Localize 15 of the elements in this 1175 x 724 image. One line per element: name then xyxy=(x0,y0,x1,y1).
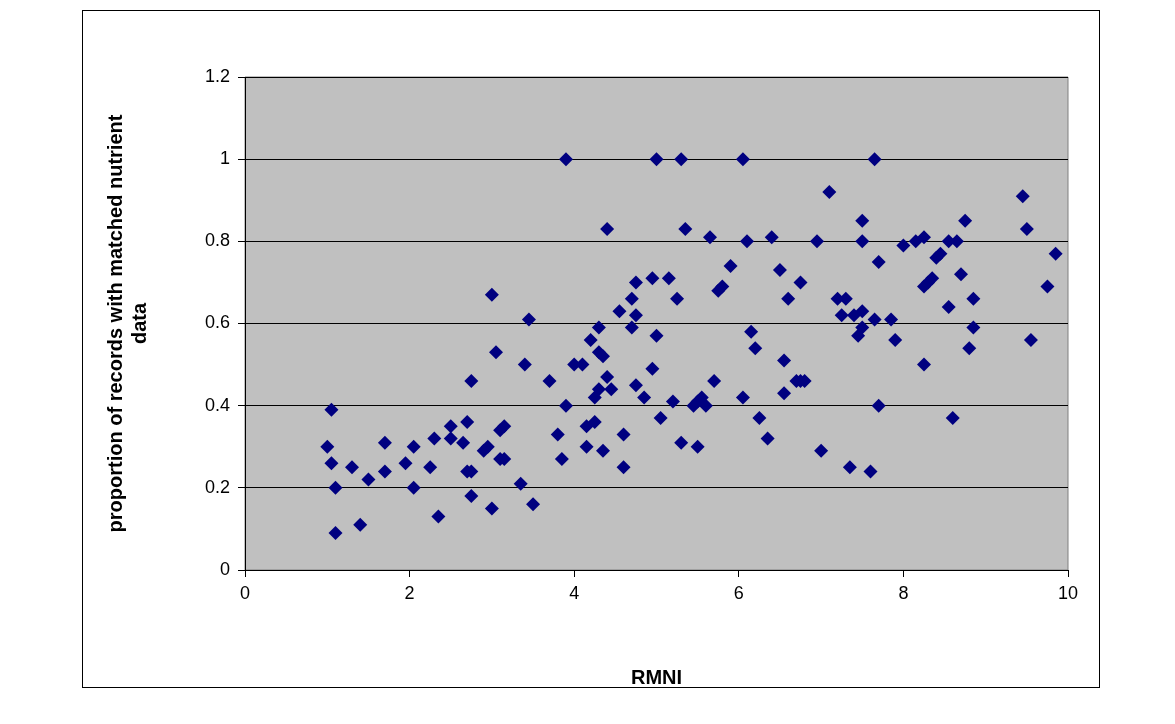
y-axis-title: proportion of records with matched nutrient data xyxy=(103,114,150,533)
y-tick-label: 0.4 xyxy=(204,394,230,415)
x-tick-label: 0 xyxy=(239,582,251,603)
y-tick-label: 1.2 xyxy=(204,65,230,86)
y-tick-label: 0.8 xyxy=(204,230,230,251)
x-tick-label: 4 xyxy=(569,582,580,603)
x-tick-label: 8 xyxy=(898,582,909,603)
y-tick-label: 0.2 xyxy=(204,476,230,497)
y-tick-label: 1 xyxy=(219,148,230,169)
y-tick-label: 0.6 xyxy=(204,312,230,333)
x-tick-label: 10 xyxy=(1057,582,1079,603)
x-axis-title: RMNI xyxy=(630,665,683,688)
x-tick-label: 6 xyxy=(733,582,744,603)
y-tick-label: 0 xyxy=(219,558,230,579)
x-tick-label: 2 xyxy=(404,582,415,603)
